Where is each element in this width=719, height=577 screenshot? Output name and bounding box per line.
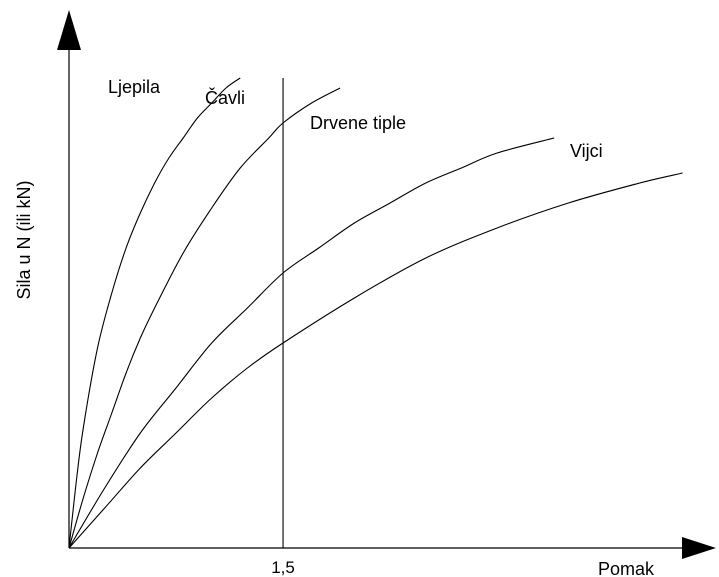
series-labels: Ljepila Čavli Drvene tiple Vijci <box>108 77 603 161</box>
x-axis-arrow <box>682 537 716 559</box>
series-label-ljepila: Ljepila <box>108 77 161 97</box>
curves <box>68 77 683 549</box>
x-tick-label: 1,5 <box>271 558 295 577</box>
series-line-ljepila <box>68 77 241 549</box>
y-axis-arrow <box>57 10 81 50</box>
y-axis-label: Sila u N (ili kN) <box>14 180 34 299</box>
series-label-vijci: Vijci <box>570 141 603 161</box>
series-line-vijci <box>68 172 683 549</box>
series-label-drvene-tiple: Drvene tiple <box>310 113 406 133</box>
series-line-cavli <box>68 87 341 549</box>
series-label-cavli: Čavli <box>205 87 245 108</box>
axes <box>57 10 716 559</box>
x-axis-label: Pomak <box>598 559 655 577</box>
series-line-drvene-tiple <box>68 137 555 549</box>
